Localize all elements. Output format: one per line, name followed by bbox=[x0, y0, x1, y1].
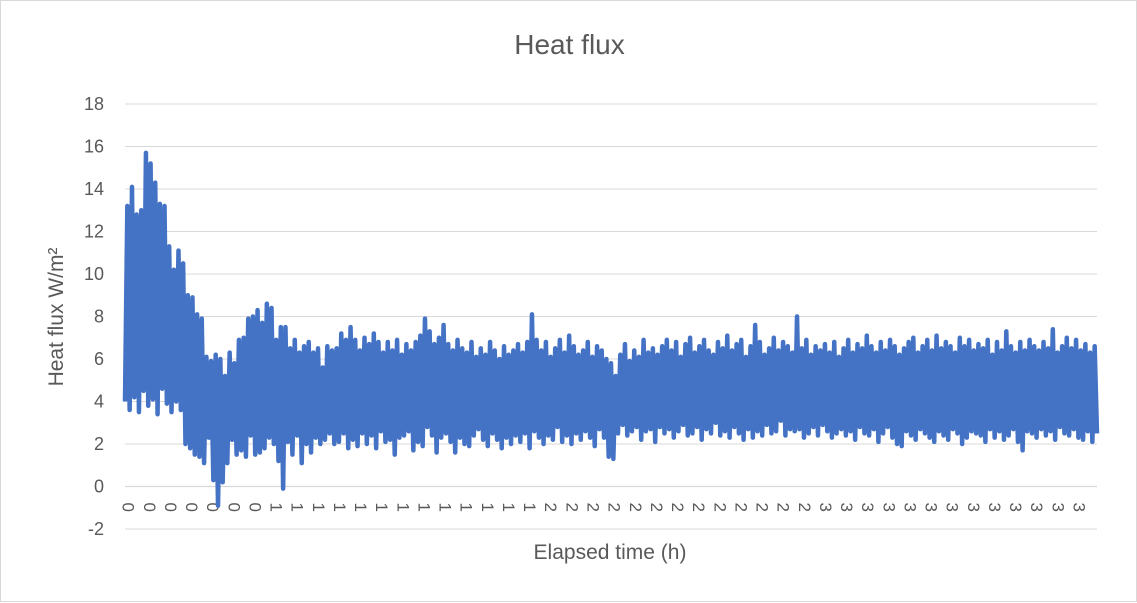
x-tick-label: 1 bbox=[309, 503, 328, 512]
x-tick-label: 1 bbox=[520, 503, 539, 512]
x-tick-label: 1 bbox=[288, 503, 307, 512]
x-tick-label: 2 bbox=[562, 503, 581, 512]
x-tick-label: 2 bbox=[541, 503, 560, 512]
x-tick-label: 0 bbox=[161, 503, 180, 512]
x-tick-label: 3 bbox=[964, 503, 983, 512]
y-tick-label: 16 bbox=[84, 137, 104, 157]
x-tick-label: 3 bbox=[1027, 503, 1046, 512]
x-tick-label: 2 bbox=[753, 503, 772, 512]
y-tick-label: 2 bbox=[94, 434, 104, 454]
x-tick-label: 3 bbox=[922, 503, 941, 512]
x-tick-label: 3 bbox=[858, 503, 877, 512]
x-tick-label: 2 bbox=[647, 503, 666, 512]
x-tick-label: 3 bbox=[816, 503, 835, 512]
y-tick-label: 14 bbox=[84, 179, 104, 199]
x-tick-label: 1 bbox=[478, 503, 497, 512]
x-tick-label: 3 bbox=[879, 503, 898, 512]
y-tick-label: 6 bbox=[94, 349, 104, 369]
x-tick-label: 0 bbox=[245, 503, 264, 512]
x-tick-label: 1 bbox=[457, 503, 476, 512]
x-tick-label: 0 bbox=[119, 503, 138, 512]
chart-title: Heat flux bbox=[514, 29, 625, 60]
y-tick-label: 10 bbox=[84, 264, 104, 284]
x-tick-label: 2 bbox=[731, 503, 750, 512]
y-tick-label: -2 bbox=[88, 519, 104, 539]
y-tick-label: 8 bbox=[94, 307, 104, 327]
x-tick-label: 3 bbox=[1006, 503, 1025, 512]
x-tick-label: 2 bbox=[668, 503, 687, 512]
x-tick-label: 2 bbox=[626, 503, 645, 512]
x-tick-label: 1 bbox=[499, 503, 518, 512]
x-tick-label: 1 bbox=[436, 503, 455, 512]
x-tick-label: 0 bbox=[224, 503, 243, 512]
x-tick-label: 3 bbox=[837, 503, 856, 512]
x-tick-label: 0 bbox=[182, 503, 201, 512]
x-tick-label: 2 bbox=[710, 503, 729, 512]
x-axis-label: Elapsed time (h) bbox=[534, 541, 687, 564]
x-tick-label: 2 bbox=[583, 503, 602, 512]
x-tick-label: 1 bbox=[414, 503, 433, 512]
x-tick-label: 3 bbox=[900, 503, 919, 512]
x-tick-label: 3 bbox=[985, 503, 1004, 512]
x-tick-label: 1 bbox=[372, 503, 391, 512]
x-tick-label: 1 bbox=[351, 503, 370, 512]
y-tick-label: 0 bbox=[94, 477, 104, 497]
x-tick-label: 2 bbox=[689, 503, 708, 512]
y-axis-label: Heat flux W/m² bbox=[45, 248, 68, 387]
x-tick-label: 2 bbox=[605, 503, 624, 512]
x-tick-label: 2 bbox=[774, 503, 793, 512]
series-layer bbox=[122, 150, 1100, 508]
x-tick-label: 1 bbox=[267, 503, 286, 512]
y-axis-ticks: -2 0 2 4 6 8 10 12 14 16 18 bbox=[84, 94, 104, 539]
series-line-0 bbox=[122, 150, 1100, 508]
x-tick-label: 3 bbox=[943, 503, 962, 512]
x-tick-label: 3 bbox=[1048, 503, 1067, 512]
x-tick-label: 1 bbox=[330, 503, 349, 512]
y-tick-label: 18 bbox=[84, 94, 104, 114]
x-tick-label: 0 bbox=[140, 503, 159, 512]
x-tick-label: 1 bbox=[393, 503, 412, 512]
x-tick-label: 2 bbox=[795, 503, 814, 512]
y-tick-label: 4 bbox=[94, 392, 104, 412]
x-tick-label: 3 bbox=[1069, 503, 1088, 512]
x-tick-label: 0 bbox=[203, 503, 222, 512]
y-tick-label: 12 bbox=[84, 222, 104, 242]
